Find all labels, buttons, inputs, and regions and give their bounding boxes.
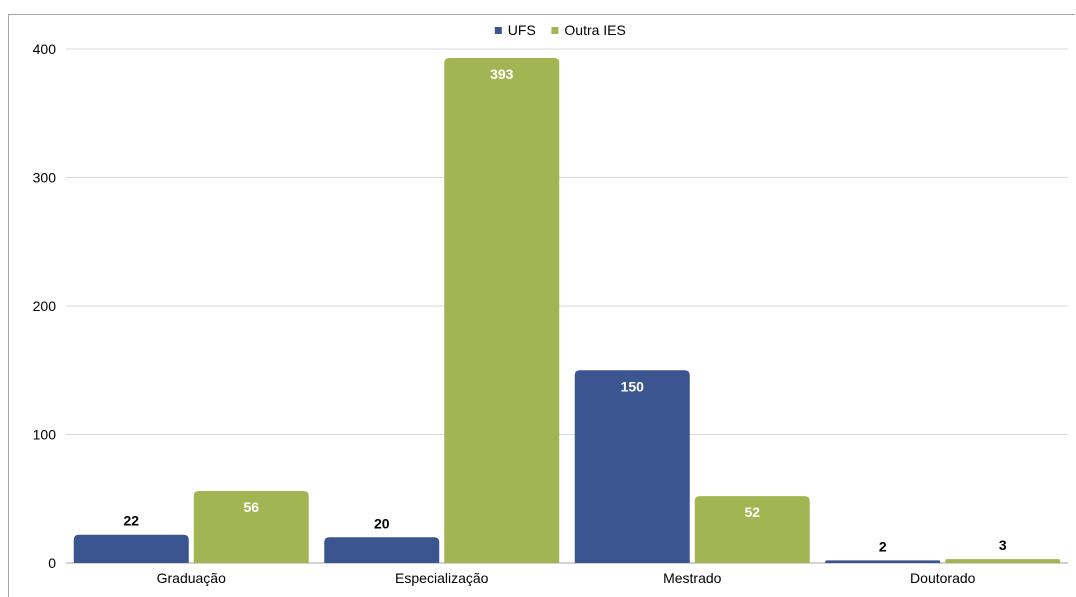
bar-outra-ies-especializacao xyxy=(444,57,560,564)
x-category-label: Especialização xyxy=(395,570,489,586)
data-label-outra-ies-especializacao: 393 xyxy=(490,66,514,82)
data-label-ufs-doutorado: 2 xyxy=(879,538,887,554)
bar-ufs-especializacao xyxy=(324,537,440,563)
x-category-label: Graduação xyxy=(157,570,226,586)
legend-label: Outra IES xyxy=(564,22,625,38)
data-label-outra-ies-doutorado: 3 xyxy=(999,537,1007,553)
data-label-outra-ies-graduacao: 56 xyxy=(243,499,259,515)
grid-layer xyxy=(66,48,1068,564)
x-axis-categories: Graduação Especialização Mestrado Doutorado xyxy=(157,570,976,586)
bar-outra-ies-graduacao xyxy=(193,491,309,563)
x-category-label: Doutorado xyxy=(910,570,976,586)
bar-outra-ies-mestrado xyxy=(694,496,810,563)
legend-swatch xyxy=(551,27,559,34)
chart-frame xyxy=(8,14,1075,597)
bar-ufs-graduacao xyxy=(73,534,189,563)
data-label-outra-ies-mestrado: 52 xyxy=(744,504,760,520)
data-label-ufs-especializacao: 20 xyxy=(374,515,390,531)
data-label-layer: 22 56 20 393 150 52 2 3 xyxy=(123,66,1006,554)
x-category-label: Mestrado xyxy=(663,570,722,586)
legend-label: UFS xyxy=(508,22,536,38)
bar-ufs-mestrado xyxy=(574,370,690,563)
data-label-ufs-graduacao: 22 xyxy=(123,513,139,529)
y-tick-label: 200 xyxy=(33,298,57,314)
bar-ufs-doutorado xyxy=(825,560,941,563)
bar-layer xyxy=(73,57,1061,564)
y-tick-label: 300 xyxy=(33,170,57,186)
y-axis-ticks: 0 100 200 300 400 xyxy=(33,41,57,571)
y-tick-label: 400 xyxy=(33,41,57,57)
data-label-ufs-mestrado: 150 xyxy=(621,378,645,394)
y-tick-label: 0 xyxy=(48,555,56,571)
legend-item-ufs: UFS xyxy=(494,22,536,38)
legend: UFS Outra IES xyxy=(494,22,626,38)
bar-outra-ies-doutorado xyxy=(945,559,1061,563)
y-tick-label: 100 xyxy=(33,427,57,443)
legend-item-outra-ies: Outra IES xyxy=(551,22,626,38)
legend-swatch xyxy=(494,27,502,34)
